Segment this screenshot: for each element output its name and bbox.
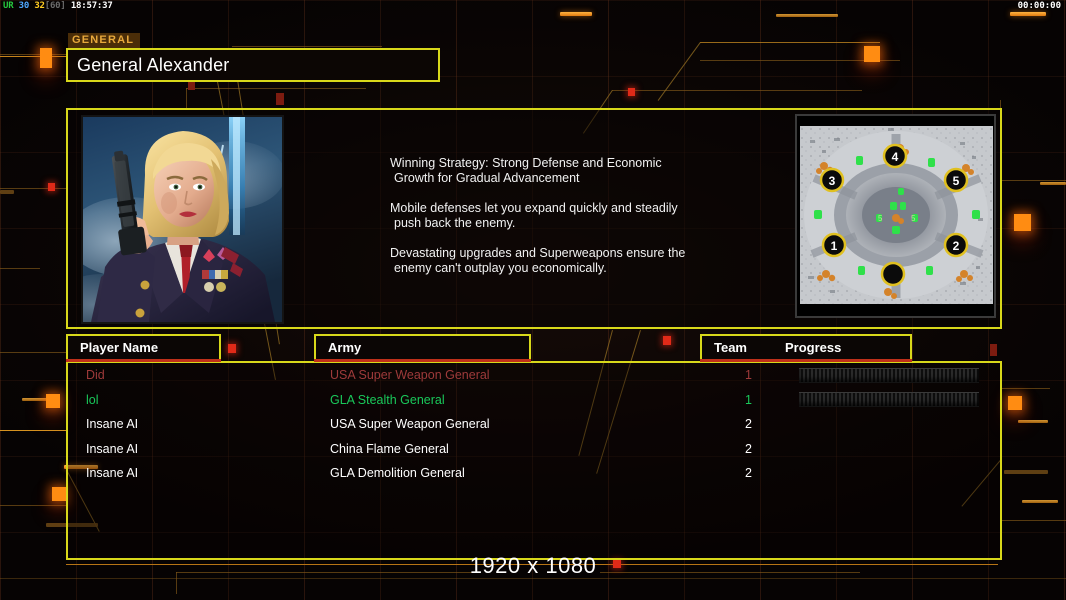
status-value-2: 32 bbox=[34, 1, 45, 11]
column-header-player-name: Player Name bbox=[66, 334, 221, 362]
svg-text:5: 5 bbox=[911, 214, 916, 223]
player-name-cell: Insane AI bbox=[86, 466, 139, 481]
general-portrait bbox=[81, 115, 284, 324]
svg-text:3: 3 bbox=[829, 174, 836, 188]
minimap-artwork: 1 2 3 4 bbox=[800, 126, 993, 304]
player-name-cell: lol bbox=[86, 392, 99, 407]
strategy-paragraph-3: Devastating upgrades and Superweapons en… bbox=[390, 246, 810, 276]
status-clock: 18:57:37 bbox=[70, 1, 113, 11]
minimap-start-positions: 1 2 3 4 bbox=[819, 143, 969, 287]
strategy-paragraph-2: Mobile defenses let you expand quickly a… bbox=[390, 201, 810, 231]
svg-text:4: 4 bbox=[892, 150, 899, 164]
portrait-artwork bbox=[83, 117, 282, 322]
player-team-cell: 1 bbox=[745, 392, 752, 407]
player-name-cell: Insane AI bbox=[86, 441, 139, 456]
player-name-cell: Insane AI bbox=[86, 417, 139, 432]
player-progress-cell bbox=[799, 392, 979, 408]
resolution-label: 1920 x 1080 bbox=[469, 553, 597, 578]
header-label-team: Team bbox=[714, 340, 747, 355]
table-row[interactable]: Insane AI GLA Demolition General 2 bbox=[68, 461, 1000, 486]
general-info-panel: Winning Strategy: Strong Defense and Eco… bbox=[66, 108, 1002, 329]
strategy-line-1a: Winning Strategy: Strong Defense and Eco… bbox=[390, 156, 662, 170]
progress-bar bbox=[799, 367, 979, 383]
player-army-cell: China Flame General bbox=[330, 441, 449, 456]
strategy-paragraph-1: Winning Strategy: Strong Defense and Eco… bbox=[390, 156, 810, 186]
player-army-cell: GLA Stealth General bbox=[330, 392, 445, 407]
strategy-line-2a: Mobile defenses let you expand quickly a… bbox=[390, 201, 678, 215]
player-team-cell: 1 bbox=[745, 368, 752, 383]
svg-text:2: 2 bbox=[953, 239, 960, 253]
player-progress-cell bbox=[799, 367, 979, 383]
status-value-1: 30 bbox=[18, 1, 30, 11]
player-army-cell: USA Super Weapon General bbox=[330, 417, 490, 432]
strategy-line-1b: Growth for Gradual Advancement bbox=[394, 171, 580, 185]
match-timer: 00:00:00 bbox=[1017, 1, 1061, 11]
minimap-preview[interactable]: 1 2 3 4 bbox=[800, 126, 993, 304]
header-label-player-name: Player Name bbox=[80, 340, 159, 355]
progress-bar bbox=[799, 392, 979, 408]
player-army-cell: GLA Demolition General bbox=[330, 466, 465, 481]
table-row[interactable]: Did USA Super Weapon General 1 bbox=[68, 363, 1000, 388]
fps-status-bar: UR 30 32[60] 18:57:37 bbox=[0, 0, 116, 12]
minimap-frame[interactable]: 1 2 3 4 bbox=[795, 114, 996, 318]
header-label-progress: Progress bbox=[785, 340, 842, 355]
status-bracket: [60] bbox=[44, 1, 66, 11]
svg-text:5: 5 bbox=[878, 214, 883, 223]
column-header-team-progress: Team Progress bbox=[700, 334, 912, 362]
player-list-panel: Did USA Super Weapon General 1 lol GLA Steal… bbox=[66, 361, 1002, 560]
player-name-cell: Did bbox=[86, 368, 105, 383]
status-ur: UR bbox=[3, 1, 14, 11]
header-label-army: Army bbox=[328, 340, 362, 355]
strategy-line-3b: enemy can't outplay you economically. bbox=[394, 261, 607, 275]
table-row[interactable]: Insane AI USA Super Weapon General 2 bbox=[68, 412, 1000, 437]
strategy-line-2b: push back the enemy. bbox=[394, 216, 516, 230]
table-row[interactable]: lol GLA Stealth General 1 bbox=[68, 388, 1000, 413]
player-team-cell: 2 bbox=[745, 417, 752, 432]
svg-text:1: 1 bbox=[831, 239, 838, 253]
svg-text:5: 5 bbox=[953, 174, 960, 188]
general-label: GENERAL bbox=[68, 33, 141, 48]
strategy-text: Winning Strategy: Strong Defense and Eco… bbox=[390, 156, 810, 291]
strategy-line-3a: Devastating upgrades and Superweapons en… bbox=[390, 246, 686, 260]
player-team-cell: 2 bbox=[745, 441, 752, 456]
player-team-cell: 2 bbox=[745, 466, 752, 481]
player-army-cell: USA Super Weapon General bbox=[330, 368, 490, 383]
general-name-value: General Alexander bbox=[77, 54, 230, 75]
general-name-field[interactable]: General Alexander bbox=[66, 48, 440, 82]
column-header-army: Army bbox=[314, 334, 531, 362]
player-rows: Did USA Super Weapon General 1 lol GLA Steal… bbox=[68, 363, 1000, 486]
table-row[interactable]: Insane AI China Flame General 2 bbox=[68, 437, 1000, 462]
